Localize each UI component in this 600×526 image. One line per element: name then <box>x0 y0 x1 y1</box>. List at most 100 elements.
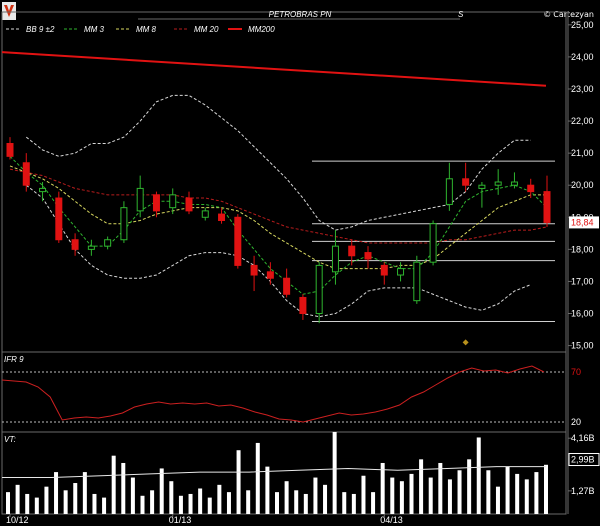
legend-label: MM 8 <box>136 25 157 34</box>
bollinger-lower-band <box>25 184 531 318</box>
volume-bar <box>246 490 251 514</box>
volume-bar <box>111 455 116 514</box>
y-tick-label: 18,00 <box>571 244 594 254</box>
volume-bar <box>275 492 279 514</box>
ifr-tick-label: 70 <box>571 367 581 377</box>
candle-body <box>527 184 535 193</box>
ifr-title: IFR 9 <box>4 355 24 364</box>
volume-bar <box>534 472 539 514</box>
volume-bar <box>476 437 481 514</box>
panel-frame <box>1 11 567 515</box>
y-tick-label: 21,00 <box>571 148 594 158</box>
volume-bar <box>486 470 491 514</box>
volume-bar <box>361 475 366 514</box>
candle-body <box>283 277 291 295</box>
volume-bar <box>25 493 30 514</box>
volume-bar <box>524 479 529 514</box>
candle-body <box>201 210 209 218</box>
candle-body <box>315 264 323 315</box>
volume-bar <box>150 490 155 514</box>
candle-body <box>39 187 47 193</box>
candle-body <box>462 178 470 186</box>
volume-bar <box>63 490 68 514</box>
candle-body <box>6 143 14 157</box>
volume-bar <box>495 486 500 514</box>
volume-bar <box>236 450 241 514</box>
volume-bar <box>313 477 318 514</box>
copyright-symbol: © <box>543 10 552 19</box>
volume-bar <box>140 495 145 514</box>
mm8-line <box>9 165 547 270</box>
volume-average-line <box>2 466 546 479</box>
volume-bar <box>188 493 193 514</box>
watermark-text: Cartezyan <box>553 10 594 19</box>
volume-bar <box>15 484 20 514</box>
legend-label: MM 3 <box>84 25 105 34</box>
volume-bar <box>226 492 231 514</box>
volume-bar <box>390 477 395 514</box>
volume-bar <box>265 466 270 514</box>
volume-bar <box>255 442 260 514</box>
y-tick-label: 16,00 <box>571 309 594 319</box>
candle-body <box>299 296 307 315</box>
candle-body <box>185 197 193 212</box>
volume-bar <box>467 459 472 514</box>
volume-tick-label: 2,99B <box>571 455 595 465</box>
volume-bar <box>505 466 510 514</box>
candle-body <box>152 194 160 212</box>
candle-body <box>413 261 421 302</box>
volume-title: VT: <box>4 435 16 444</box>
candle-body <box>364 252 372 260</box>
candle-body <box>218 213 226 221</box>
volume-bar <box>294 490 299 514</box>
volume-bar <box>457 470 462 514</box>
volume-bar <box>44 486 49 514</box>
candle-body <box>120 207 128 241</box>
volume-bar <box>82 472 87 514</box>
bollinger-upper-band <box>25 94 531 231</box>
volume-bar <box>380 462 385 514</box>
candle-body <box>494 181 502 186</box>
y-tick-label: 20,00 <box>571 180 594 190</box>
x-tick-label: 01/13 <box>169 515 192 525</box>
mm3-line <box>9 155 548 295</box>
candle-body <box>234 216 242 266</box>
ifr-tick-label: 20 <box>571 417 581 427</box>
volume-tick-label: 1,27B <box>571 486 595 496</box>
cartezyan-logo-icon <box>2 2 16 20</box>
last-price-label: 18,84 <box>571 217 594 227</box>
volume-bar <box>428 477 433 514</box>
volume-tick-box <box>568 453 600 467</box>
candle-body <box>87 245 95 250</box>
diamond-marker-icon <box>462 339 469 346</box>
volume-bar <box>515 473 520 514</box>
candle-body <box>104 239 112 247</box>
volume-bar <box>409 473 414 514</box>
volume-bar <box>130 477 135 514</box>
candle-body <box>71 239 79 250</box>
y-tick-label: 17,00 <box>571 276 594 286</box>
legend-label: BB 9 ±2 <box>26 25 55 34</box>
volume-tick-label: 4,16B <box>571 433 595 443</box>
candle-body <box>136 187 144 212</box>
x-tick-label: 04/13 <box>380 515 403 525</box>
candle-body <box>22 162 30 186</box>
volume-bar <box>102 497 107 514</box>
candle-body <box>478 184 486 189</box>
volume-bar <box>303 493 308 514</box>
candle-body <box>543 191 551 223</box>
candle-body <box>169 194 177 209</box>
volume-bar <box>438 462 443 514</box>
candle-body <box>510 181 518 186</box>
candle-body <box>55 197 63 241</box>
legend-label: MM 20 <box>194 25 219 34</box>
volume-bar <box>342 492 347 514</box>
chart-title-suffix: S <box>458 10 464 19</box>
volume-bar <box>73 483 78 514</box>
y-tick-label: 15,00 <box>571 341 594 351</box>
chart-title: PETROBRAS PN <box>269 10 332 19</box>
y-tick-label: 25,00 <box>571 20 594 30</box>
y-tick-label: 23,00 <box>571 84 594 94</box>
volume-bar <box>217 484 222 514</box>
volume-bar <box>284 481 289 514</box>
